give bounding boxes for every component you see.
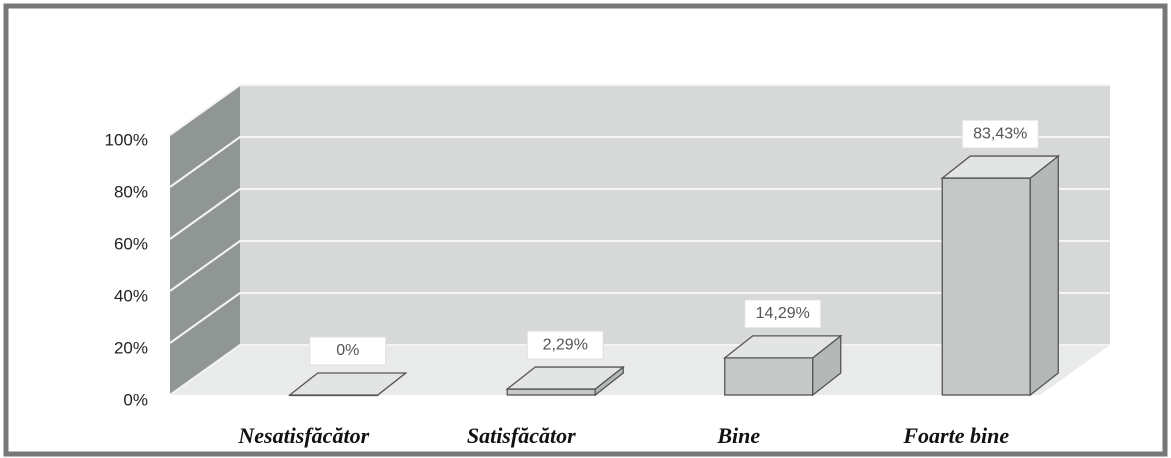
y-tick-label: 40% — [114, 286, 148, 305]
value-label: 14,29% — [756, 305, 810, 322]
grid-line — [169, 84, 1110, 136]
bar-side — [1029, 154, 1059, 397]
side-wall — [170, 85, 240, 395]
y-tick-label: 80% — [114, 182, 148, 201]
grid-line — [169, 292, 1110, 344]
value-label-box — [526, 330, 604, 360]
grid-line — [169, 188, 1110, 240]
value-label: 83,43% — [973, 125, 1027, 142]
x-tick-label: Foarte bine — [902, 423, 1009, 448]
y-tick-label: 100% — [105, 130, 148, 149]
value-label: 0% — [336, 342, 359, 359]
floor — [170, 345, 1110, 395]
value-label-box — [744, 299, 822, 329]
bar — [941, 177, 1031, 396]
y-tick-label: 20% — [114, 338, 148, 357]
x-tick-label: Nesatisfăcător — [237, 423, 369, 448]
x-tick-label: Bine — [716, 423, 760, 448]
value-label: 2,29% — [543, 336, 588, 353]
bar-top — [505, 366, 626, 390]
value-label-box — [961, 119, 1039, 149]
grid-line — [169, 240, 1110, 292]
bar — [724, 357, 814, 396]
back-wall — [240, 85, 1110, 345]
y-tick-label: 0% — [123, 390, 148, 409]
bar-top — [940, 155, 1061, 179]
bar-top — [287, 372, 408, 396]
y-tick-label: 60% — [114, 234, 148, 253]
value-label-box — [309, 336, 387, 366]
bar — [506, 388, 596, 396]
x-tick-label: Satisfăcător — [467, 423, 576, 448]
grid-line — [169, 136, 1110, 188]
bar-top — [722, 335, 843, 359]
